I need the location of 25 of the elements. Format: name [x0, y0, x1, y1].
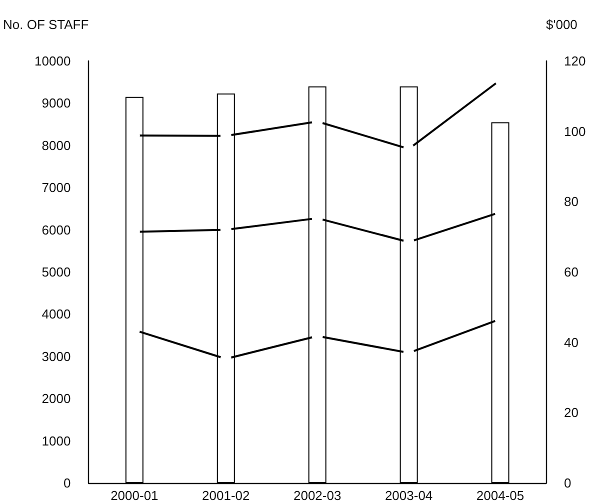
y2-tick-label: 80 — [564, 194, 578, 210]
y2-tick-label: 40 — [564, 334, 578, 350]
y-tick-label: 6000 — [42, 222, 71, 238]
y-tick-label: 7000 — [42, 180, 71, 196]
y-tick-label: 9000 — [42, 96, 71, 111]
y-axis-title: No. OF STAFF — [2, 17, 89, 32]
y-tick-label: 8000 — [42, 138, 71, 153]
y2-axis-title: $'000 — [546, 17, 578, 32]
x-tick-label: 2002-03 — [293, 488, 342, 503]
y-tick-label: 1000 — [42, 433, 71, 448]
y2-tick-label: 60 — [564, 264, 578, 280]
y-tick-label: 10000 — [34, 54, 71, 68]
y-tick-label: 3000 — [42, 348, 71, 364]
y-tick-label: 5000 — [42, 264, 71, 280]
x-tick-label: 2001-02 — [202, 488, 250, 503]
y-tick-label: 0 — [63, 476, 71, 490]
x-tick-label: 2004-05 — [476, 488, 524, 503]
y2-tick-label: 120 — [564, 54, 586, 68]
y-tick-label: 4000 — [42, 306, 71, 322]
x-tick-label: 2003-04 — [384, 488, 433, 503]
y2-tick-label: 0 — [564, 476, 572, 490]
y2-tick-label: 20 — [564, 405, 578, 420]
x-tick-label: 2000-01 — [110, 488, 158, 503]
y-tick-label: 2000 — [42, 391, 71, 406]
y2-tick-label: 100 — [564, 124, 586, 139]
